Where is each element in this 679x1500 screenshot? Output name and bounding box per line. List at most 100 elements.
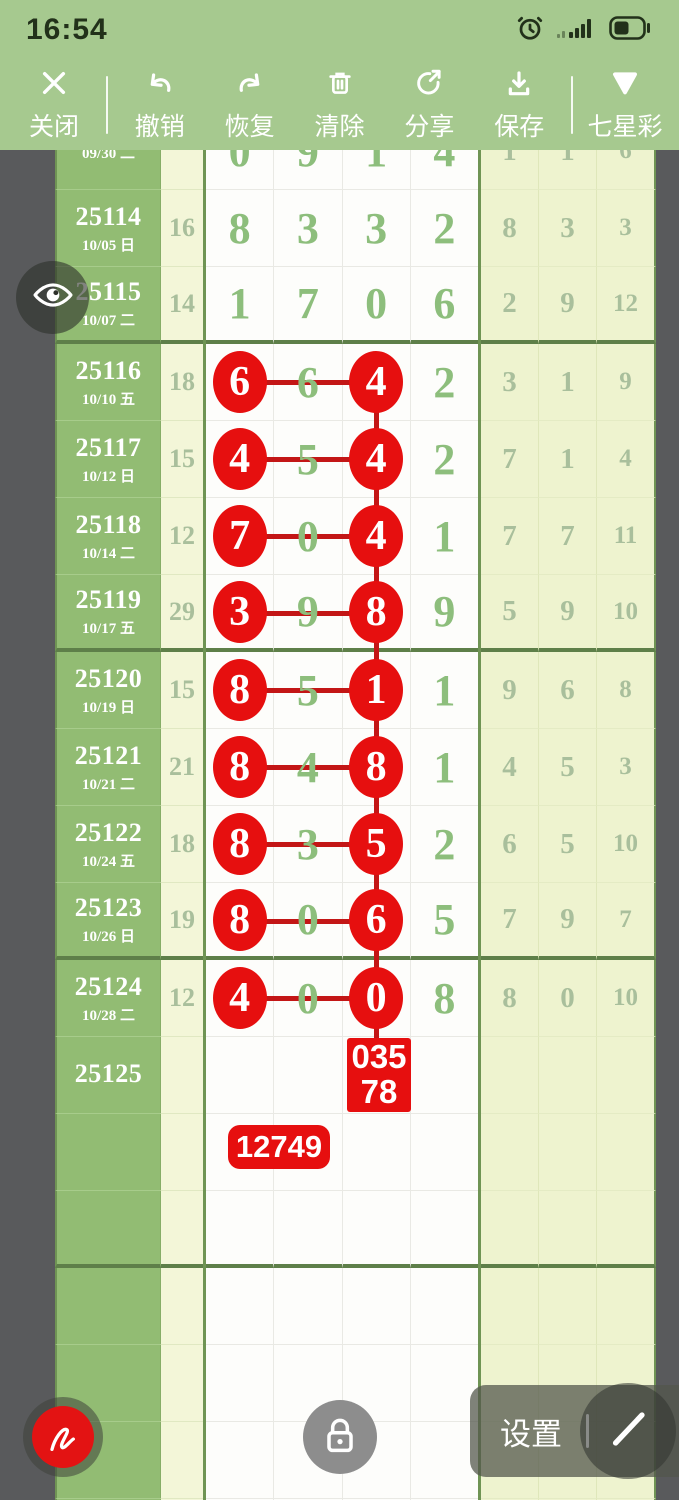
red-circle-mark: 8 [212, 888, 267, 951]
stat-cell: 10 [597, 960, 656, 1037]
stat-cell [481, 1268, 539, 1345]
digit: 2 [433, 434, 456, 484]
toolbar-item-redo[interactable]: 恢复 [212, 67, 288, 143]
digit: 6 [229, 359, 251, 405]
table-row: 25125 [55, 1037, 656, 1114]
digit-cell: 1 [410, 498, 478, 575]
period-cell: 25124 10/28 二 [55, 960, 160, 1037]
red-connector-horizontal [242, 996, 380, 1001]
stat-cell [597, 1191, 656, 1268]
period-cell [55, 1114, 160, 1191]
digit-cell: 4 [342, 344, 411, 423]
table-row: 25115 10/07 二 14 1 7 0 6 2 9 12 [55, 267, 656, 344]
digit-cell: 3 [274, 190, 343, 267]
period-date: 10/14 二 [82, 545, 135, 562]
period-cell: 25125 [55, 1037, 160, 1114]
digit-cell: 8 [206, 190, 275, 267]
toolbar-item-trash[interactable]: 清除 [302, 67, 378, 143]
toolbar-item-label: 恢复 [224, 113, 275, 141]
scribble-icon [32, 1406, 94, 1468]
toolbar-item-undo[interactable]: 撤销 [122, 67, 198, 143]
digit: 1 [365, 667, 387, 713]
red-connector-horizontal [242, 534, 380, 539]
digit: 8 [229, 896, 251, 943]
annotation-box-rounded[interactable]: 12749 [228, 1125, 330, 1169]
stat-cell: 6 [597, 150, 656, 190]
red-circle-mark: 5 [349, 813, 404, 875]
table-rows: 09/30 二 0 9 1 4 1 1 6 25114 10/05 日 16 8 3 3 2 8 3 3 25115… [55, 150, 656, 1500]
period-date: 10/24 五 [82, 853, 135, 870]
digit-cell [342, 1191, 411, 1268]
stat-cell: 9 [597, 344, 656, 421]
digit-cell: 2 [410, 190, 478, 267]
digit-cell: 1 [206, 267, 275, 344]
stat-cell: 10 [597, 575, 656, 652]
pen-tool-button[interactable] [580, 1383, 676, 1479]
omission-count-cell [160, 1191, 203, 1268]
red-circle-mark: 8 [349, 580, 404, 643]
signature-pen-button[interactable] [23, 1397, 103, 1477]
redo-icon [234, 67, 266, 104]
toolbar-item-triangle-down[interactable]: 七星彩 [587, 67, 663, 143]
digit-cell: 0 [206, 150, 275, 190]
toolbar-item-save[interactable]: 保存 [481, 67, 557, 143]
digit-cell: 4 [342, 496, 411, 577]
omission-count-cell: 18 [160, 344, 203, 421]
toolbar-item-label: 清除 [314, 113, 365, 141]
stat-area: 8 0 10 [481, 960, 656, 1037]
digit-cell: 5 [410, 883, 478, 960]
period-number: 25122 [74, 817, 143, 847]
omission-count-cell: 15 [160, 421, 203, 498]
digit: 1 [365, 150, 388, 176]
digit-cell: 2 [410, 421, 478, 498]
digit-cell: 8 [342, 573, 411, 652]
digit: 9 [296, 587, 319, 636]
stat-cell: 5 [539, 729, 597, 806]
digit-cell: 1 [410, 729, 478, 806]
digit-area: 0 9 1 4 [203, 150, 481, 190]
table-row: 25118 10/14 二 12 7 0 4 1 7 7 11 [55, 496, 656, 577]
toolbar-divider [105, 76, 108, 134]
period-cell: 25116 10/10 五 [55, 344, 160, 421]
omission-count-cell [160, 1422, 203, 1499]
digit-cell [410, 1422, 478, 1499]
digit: 5 [365, 821, 387, 867]
annotation-box-vertical[interactable]: 035 78 [347, 1038, 411, 1112]
red-connector-horizontal [242, 457, 380, 462]
table-row: 25124 10/28 二 12 4 0 0 8 8 0 10 [55, 958, 656, 1039]
stat-cell: 7 [539, 498, 597, 575]
period-number: 25118 [75, 509, 142, 539]
stat-area [481, 1037, 656, 1114]
stat-cell: 4 [597, 421, 656, 498]
stat-cell: 6 [481, 806, 539, 883]
digit-cell: 1 [342, 650, 411, 731]
digit: 5 [433, 895, 456, 944]
toolbar-item-close[interactable]: 关闭 [16, 67, 92, 143]
period-number: 25116 [75, 355, 142, 385]
stat-cell: 12 [597, 267, 656, 344]
digit-cell: 0 [342, 267, 411, 344]
trend-chart-canvas[interactable]: 09/30 二 0 9 1 4 1 1 6 25114 10/05 日 16 8 3 3 2 8 3 3 25115… [55, 150, 656, 1500]
red-connector-horizontal [242, 842, 380, 847]
digit: 7 [296, 279, 319, 328]
period-number: 25125 [74, 1059, 143, 1088]
lock-button[interactable] [303, 1400, 377, 1474]
stat-cell [539, 1037, 597, 1114]
table-row [55, 1114, 656, 1191]
omission-count-cell: 12 [160, 960, 203, 1037]
toolbar-item-share[interactable]: 分享 [391, 67, 467, 143]
pen-line-icon [600, 1401, 656, 1462]
period-number: 25121 [74, 740, 143, 770]
digit: 8 [228, 203, 251, 253]
stat-area: 7 7 11 [481, 498, 656, 575]
digit-cell: 1 [342, 150, 411, 190]
toggle-visibility-button[interactable] [16, 261, 89, 334]
digit-cell [410, 1037, 478, 1114]
stat-cell: 9 [481, 652, 539, 729]
digit-area [203, 1037, 481, 1114]
digit: 4 [229, 975, 251, 1021]
table-row: 25121 10/21 二 21 8 4 8 1 4 5 3 [55, 727, 656, 808]
